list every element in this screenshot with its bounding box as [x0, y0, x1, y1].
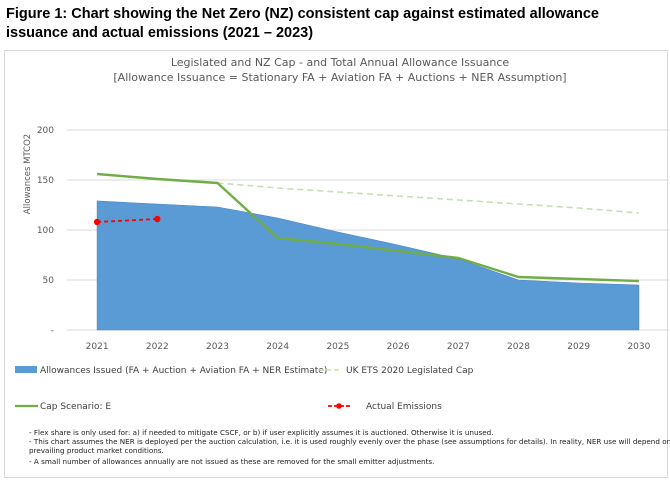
- x-tick-label: 2025: [326, 342, 349, 352]
- line-cap-scenario: [97, 172, 639, 283]
- point-actual-emissions: [154, 215, 161, 223]
- note-line-2: - This chart assumes the NER is deployed…: [29, 437, 670, 446]
- note-line-3: prevailing product market conditions.: [29, 446, 164, 455]
- legend: Allowances Issued (FA + Auction + Aviati…: [15, 366, 474, 412]
- line-legislated-cap: [217, 182, 639, 214]
- chart-frame: [4, 50, 668, 478]
- y-tick-label: 150: [37, 176, 54, 186]
- note-line-4: - A small number of allowances annually …: [29, 457, 434, 466]
- legend-item-actual-emissions: Actual Emissions: [328, 402, 442, 412]
- y-axis-label: Allowances MTCO2: [23, 134, 33, 214]
- point-actual-emissions: [93, 218, 101, 226]
- x-tick-label: 2024: [266, 342, 289, 352]
- chart-title: Legislated and NZ Cap - and Total Annual…: [171, 56, 510, 69]
- legend-marker-actual-emissions: [336, 403, 342, 409]
- legend-item-cap-scenario: Cap Scenario: E: [15, 402, 111, 412]
- y-tick-labels: - 50 100 150 200: [37, 126, 54, 336]
- legend-label-actual-emissions: Actual Emissions: [366, 402, 442, 412]
- x-tick-label: 2021: [86, 342, 109, 352]
- x-tick-label: 2028: [507, 342, 530, 352]
- legend-swatch-allowances-issued: [15, 366, 37, 373]
- y-tick-label: 200: [37, 126, 54, 136]
- x-tick-label: 2030: [627, 342, 650, 352]
- x-tick-label: 2026: [387, 342, 410, 352]
- y-tick-label: 50: [43, 276, 55, 286]
- figure-title: Figure 1: Chart showing the Net Zero (NZ…: [6, 6, 599, 41]
- line-actual-emissions: [97, 218, 158, 223]
- legend-label-allowances-issued: Allowances Issued (FA + Auction + Aviati…: [40, 366, 327, 376]
- legend-label-legislated-cap: UK ETS 2020 Legislated Cap: [346, 366, 474, 376]
- legend-item-legislated-cap: UK ETS 2020 Legislated Cap: [318, 366, 474, 376]
- series-layer: [93, 172, 640, 331]
- x-tick-labels: 2021 2022 2023 2024 2025 2026 2027 2028 2029 2030: [86, 342, 651, 352]
- y-tick-label: 100: [37, 226, 54, 236]
- chart-notes: - Flex share is only used for: a) if nee…: [29, 428, 670, 466]
- y-tick-label: -: [51, 326, 54, 336]
- x-tick-label: 2023: [206, 342, 229, 352]
- x-tick-label: 2022: [146, 342, 169, 352]
- note-line-1: - Flex share is only used for: a) if nee…: [29, 428, 494, 437]
- legend-item-allowances-issued: Allowances Issued (FA + Auction + Aviati…: [15, 366, 327, 376]
- area-allowances-issued: [96, 200, 640, 331]
- x-tick-label: 2027: [447, 342, 470, 352]
- chart-subtitle: [Allowance Issuance = Stationary FA + Av…: [113, 71, 566, 84]
- x-tick-label: 2029: [567, 342, 590, 352]
- legend-label-cap-scenario: Cap Scenario: E: [40, 402, 111, 412]
